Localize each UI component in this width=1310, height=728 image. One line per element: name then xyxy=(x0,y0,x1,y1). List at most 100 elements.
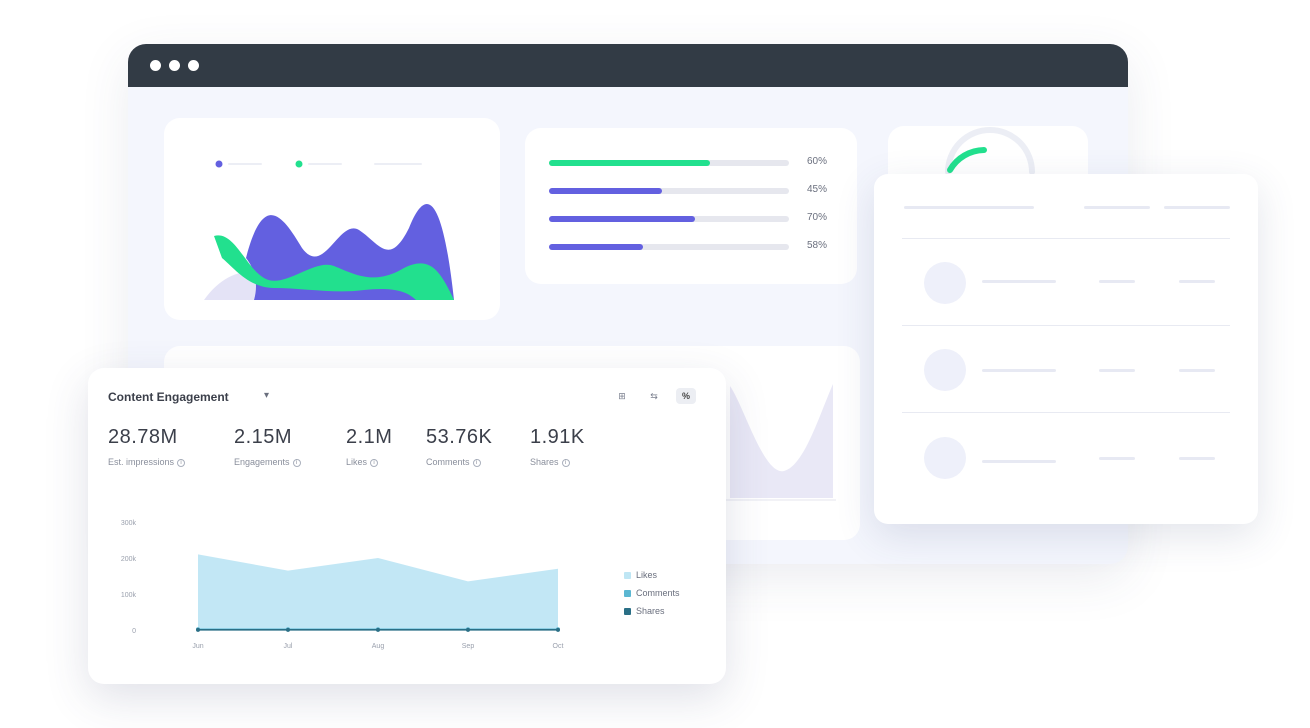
list-avatar-placeholder xyxy=(924,437,966,479)
gauge-track xyxy=(945,127,1035,175)
content-engagement-card: Content Engagement ▾ ⊞ ⇆ % 28.78M Est. i… xyxy=(88,368,726,684)
list-avatar-placeholder xyxy=(924,262,966,304)
metric-label: Engagements i xyxy=(234,457,301,467)
list-divider xyxy=(902,238,1230,239)
y-tick-label: 0 xyxy=(132,628,136,635)
gauge-fill xyxy=(947,147,987,173)
chart-legend: Likes Comments Shares xyxy=(624,566,680,620)
likes-area xyxy=(198,554,558,630)
progress-bar-fill xyxy=(549,160,710,166)
x-tick-label: Jun xyxy=(192,643,203,650)
y-tick-label: 200k xyxy=(121,556,137,563)
bar-view-button[interactable]: ⊞ xyxy=(618,390,626,401)
progress-bar-track xyxy=(549,160,789,166)
progress-bar-label: 70% xyxy=(807,212,828,223)
list-row-placeholder xyxy=(982,460,1056,463)
list-row-placeholder xyxy=(1179,280,1215,283)
metric-label: Comments i xyxy=(426,457,492,467)
list-avatar-placeholder xyxy=(924,349,966,391)
metric-value: 53.76K xyxy=(426,426,493,448)
list-row-placeholder xyxy=(1099,457,1135,460)
shares-line-point xyxy=(376,627,380,632)
info-icon[interactable]: i xyxy=(472,458,481,467)
legend-swatch xyxy=(624,571,631,579)
progress-bar-track xyxy=(549,188,789,194)
x-tick-label: Aug xyxy=(372,643,385,650)
list-divider xyxy=(902,325,1230,326)
wave-chart-card xyxy=(164,118,500,320)
list-row-placeholder xyxy=(1179,457,1215,460)
info-icon[interactable]: i xyxy=(177,458,186,467)
progress-bar-fill xyxy=(549,244,643,250)
engagement-title[interactable]: Content Engagement xyxy=(108,390,229,404)
metric-label: Est. impressions i xyxy=(108,457,186,467)
metric-value: 2.15M xyxy=(234,426,293,448)
wave-legend-dot-green xyxy=(295,160,303,168)
swap-view-button[interactable]: ⇆ xyxy=(650,390,658,401)
shares-line-point xyxy=(286,627,290,632)
info-icon[interactable]: i xyxy=(370,458,379,467)
y-tick-label: 100k xyxy=(121,592,137,599)
legend-item-shares[interactable]: Shares xyxy=(624,602,680,620)
window-dot-3[interactable] xyxy=(188,60,199,71)
legend-label: Shares xyxy=(636,606,665,616)
progress-bar-track xyxy=(549,216,789,222)
metric-value: 28.78M xyxy=(108,426,178,448)
list-header-placeholder xyxy=(1164,206,1230,209)
list-divider xyxy=(902,412,1230,413)
window-dot-2[interactable] xyxy=(169,60,180,71)
list-row-placeholder xyxy=(1179,369,1215,372)
progress-bars-card: 60% 45% 70% 58% xyxy=(525,128,857,284)
chevron-down-icon[interactable]: ▾ xyxy=(264,390,270,401)
progress-bar-fill xyxy=(549,216,696,222)
metric-shares: 1.91K Shares i xyxy=(530,426,585,467)
progress-bar-label: 58% xyxy=(807,240,828,251)
legend-item-comments[interactable]: Comments xyxy=(624,584,680,602)
gauge-chart xyxy=(945,127,1035,175)
metric-label-text: Comments xyxy=(426,457,470,467)
wave-legend-dot-purple xyxy=(215,160,223,168)
metric-impressions: 28.78M Est. impressions i xyxy=(108,426,186,467)
list-row-placeholder xyxy=(982,369,1056,372)
window-titlebar xyxy=(128,44,1128,87)
progress-bar-fill xyxy=(549,188,662,194)
shares-line-point xyxy=(196,627,200,632)
x-tick-label: Sep xyxy=(462,643,475,650)
legend-label: Likes xyxy=(636,570,658,580)
metric-comments: 53.76K Comments i xyxy=(426,426,492,467)
metric-value: 2.1M xyxy=(346,426,393,448)
list-header-placeholder xyxy=(1084,206,1150,209)
info-icon[interactable]: i xyxy=(292,458,301,467)
background-chart-area xyxy=(730,384,833,498)
window-dot-1[interactable] xyxy=(150,60,161,71)
wave-legend-bar xyxy=(228,163,262,165)
list-row-placeholder xyxy=(1099,280,1135,283)
progress-bar-row: 70% xyxy=(549,212,839,226)
progress-bar-track xyxy=(549,244,789,250)
legend-label: Comments xyxy=(636,588,680,598)
shares-line-point xyxy=(556,627,560,632)
legend-swatch xyxy=(624,607,631,615)
shares-line-point xyxy=(466,627,470,632)
metric-label-text: Est. impressions xyxy=(108,457,175,467)
list-row-placeholder xyxy=(982,280,1056,283)
list-card xyxy=(874,174,1258,524)
info-icon[interactable]: i xyxy=(561,458,570,467)
legend-item-likes[interactable]: Likes xyxy=(624,566,680,584)
background-chart xyxy=(724,384,836,501)
metric-label: Shares i xyxy=(530,457,585,467)
percent-view-button[interactable]: % xyxy=(676,388,696,404)
metric-label-text: Engagements xyxy=(234,457,290,467)
wave-legend-bar xyxy=(308,163,342,165)
metric-label: Likes i xyxy=(346,457,392,467)
metric-likes: 2.1M Likes i xyxy=(346,426,392,467)
wave-chart xyxy=(204,160,454,300)
x-tick-label: Jul xyxy=(284,643,293,650)
metric-label-text: Shares xyxy=(530,457,559,467)
wave-green-area xyxy=(214,235,454,300)
metric-engagements: 2.15M Engagements i xyxy=(234,426,301,467)
metric-label-text: Likes xyxy=(346,457,368,467)
list-row-placeholder xyxy=(1099,369,1135,372)
progress-bar-row: 60% xyxy=(549,156,839,170)
